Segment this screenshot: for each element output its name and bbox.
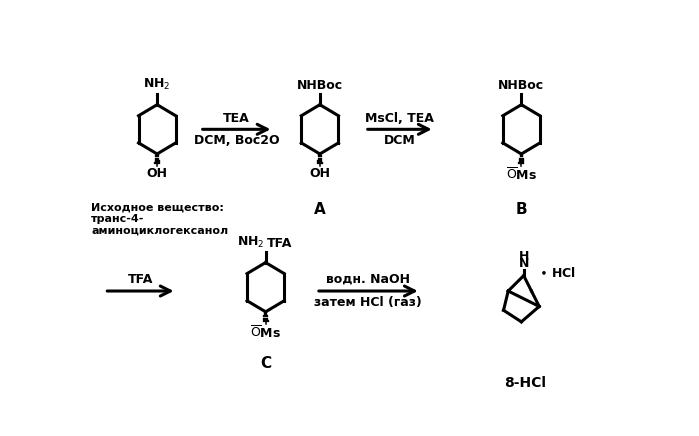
Text: MsCl, TEA: MsCl, TEA — [366, 112, 434, 125]
Text: $\overline{\mathrm{O}}$Ms: $\overline{\mathrm{O}}$Ms — [506, 167, 537, 183]
Text: TEA: TEA — [223, 112, 250, 125]
Text: $\bullet$ HCl: $\bullet$ HCl — [539, 266, 576, 280]
Text: B: B — [516, 202, 527, 218]
Text: DCM: DCM — [384, 134, 416, 147]
Text: $\overline{\mathrm{O}}$Ms: $\overline{\mathrm{O}}$Ms — [250, 325, 281, 341]
Text: 8-HCl: 8-HCl — [504, 376, 546, 390]
Text: C: C — [260, 357, 271, 371]
Text: OH: OH — [147, 167, 168, 180]
Text: TFA: TFA — [128, 272, 153, 286]
Text: затем HCl (газ): затем HCl (газ) — [315, 296, 422, 310]
Text: NH$_2$: NH$_2$ — [237, 235, 264, 250]
Text: Исходное вещество:
транс-4-
аминоциклогексанол: Исходное вещество: транс-4- аминоциклоге… — [92, 202, 229, 236]
Text: OH: OH — [310, 167, 331, 180]
Text: TFA: TFA — [267, 237, 293, 250]
Text: водн. NaOH: водн. NaOH — [326, 272, 410, 286]
Text: NH$_2$: NH$_2$ — [143, 77, 171, 92]
Text: H: H — [519, 249, 529, 262]
Text: N: N — [519, 257, 529, 270]
Text: NHBoc: NHBoc — [297, 79, 343, 92]
Text: A: A — [314, 202, 326, 218]
Text: DCM, Boc2O: DCM, Boc2O — [194, 134, 280, 147]
Text: NHBoc: NHBoc — [498, 79, 545, 92]
